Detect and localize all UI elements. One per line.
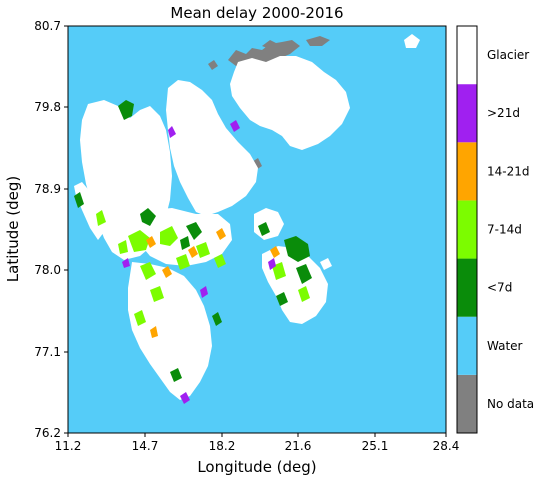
colorbar-frame	[456, 25, 478, 434]
x-tick-label: 21.6	[285, 439, 312, 453]
y-tick-label: 80.7	[34, 19, 61, 33]
colorbar-label: 14-21d	[487, 164, 530, 178]
colorbar-swatch	[457, 316, 477, 375]
y-tick-label: 78.0	[34, 263, 61, 277]
colorbar-label: 7-14d	[487, 223, 522, 237]
x-axis: 11.2 14.7 18.2 21.6 25.1 28.4 Longitude …	[55, 433, 460, 476]
y-tick-label: 76.2	[34, 426, 61, 440]
x-tick-label: 18.2	[209, 439, 236, 453]
x-tick-label: 14.7	[132, 439, 159, 453]
colorbar-label: >21d	[487, 106, 520, 120]
x-tick-label: 28.4	[433, 439, 460, 453]
colorbar-label: <7d	[487, 281, 512, 295]
plot-frame	[67, 25, 447, 434]
colorbar-label: Water	[487, 339, 523, 353]
colorbar-swatch	[457, 142, 477, 201]
colorbar-swatch	[457, 200, 477, 259]
map-area	[68, 26, 446, 433]
y-axis-title: Latitude (deg)	[4, 176, 22, 282]
colorbar-label: Glacier	[487, 48, 529, 62]
delay-under-7d	[74, 100, 312, 382]
y-axis: 80.7 79.8 78.9 78.0 77.1 76.2 Latitude (…	[4, 19, 68, 440]
x-tick-label: 11.2	[55, 439, 82, 453]
x-tick-label: 25.1	[362, 439, 389, 453]
delay-7-14d	[96, 210, 310, 326]
delay-14-21d	[146, 228, 280, 338]
colorbar-swatch	[457, 258, 477, 317]
colorbar-swatch	[457, 84, 477, 143]
y-tick-label: 79.8	[34, 100, 61, 114]
map-title: Mean delay 2000-2016	[170, 4, 343, 22]
colorbar: No data Water <7d 7-14d 14-21d >21d Glacier	[456, 25, 534, 434]
y-tick-label: 77.1	[34, 345, 61, 359]
x-axis-title: Longitude (deg)	[197, 458, 316, 476]
colorbar-label: No data	[487, 397, 534, 411]
delay-over-21d	[122, 120, 276, 404]
colorbar-swatch	[457, 374, 477, 433]
y-tick-label: 78.9	[34, 182, 61, 196]
colorbar-swatch	[457, 26, 477, 85]
